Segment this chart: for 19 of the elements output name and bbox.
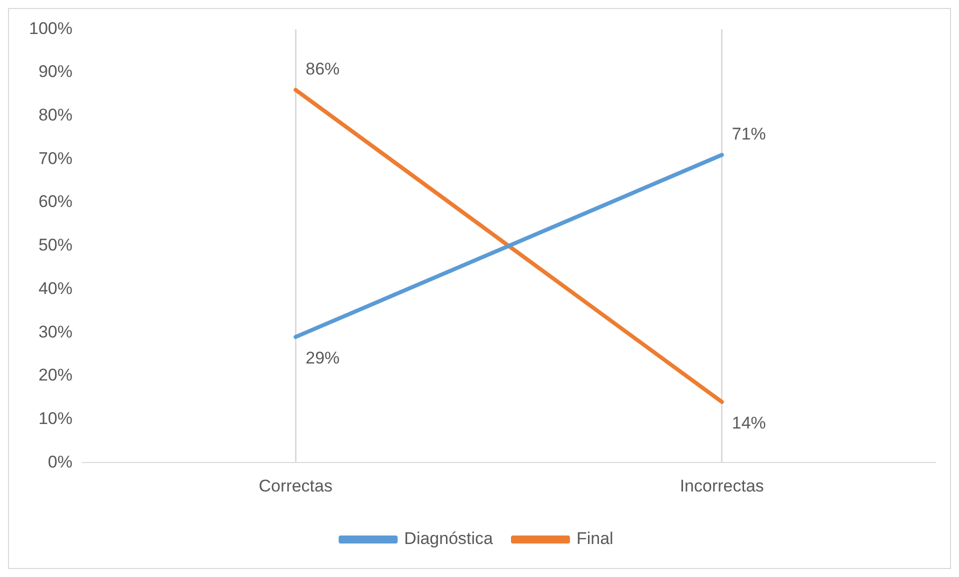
data-label: 29% (306, 348, 340, 368)
y-tick-label: 50% (38, 236, 72, 255)
y-tick-label: 100% (28, 18, 72, 38)
legend-label: Final (576, 529, 614, 548)
data-label: 86% (306, 60, 340, 79)
y-tick-label: 0% (48, 452, 72, 472)
data-label: 71% (732, 124, 766, 144)
y-tick-label: 80% (38, 106, 72, 125)
data-label: 14% (732, 414, 766, 433)
y-tick-label: 20% (38, 366, 72, 385)
y-tick-label: 40% (38, 278, 72, 298)
y-tick-label: 60% (38, 192, 72, 212)
x-tick-label: Correctas (258, 476, 332, 496)
y-tick-label: 70% (38, 148, 72, 168)
y-tick-label: 30% (38, 322, 72, 342)
y-tick-label: 90% (38, 62, 72, 82)
x-tick-label: Incorrectas (680, 476, 764, 496)
legend-label: Diagnóstica (404, 529, 494, 548)
y-tick-label: 10% (38, 408, 72, 428)
